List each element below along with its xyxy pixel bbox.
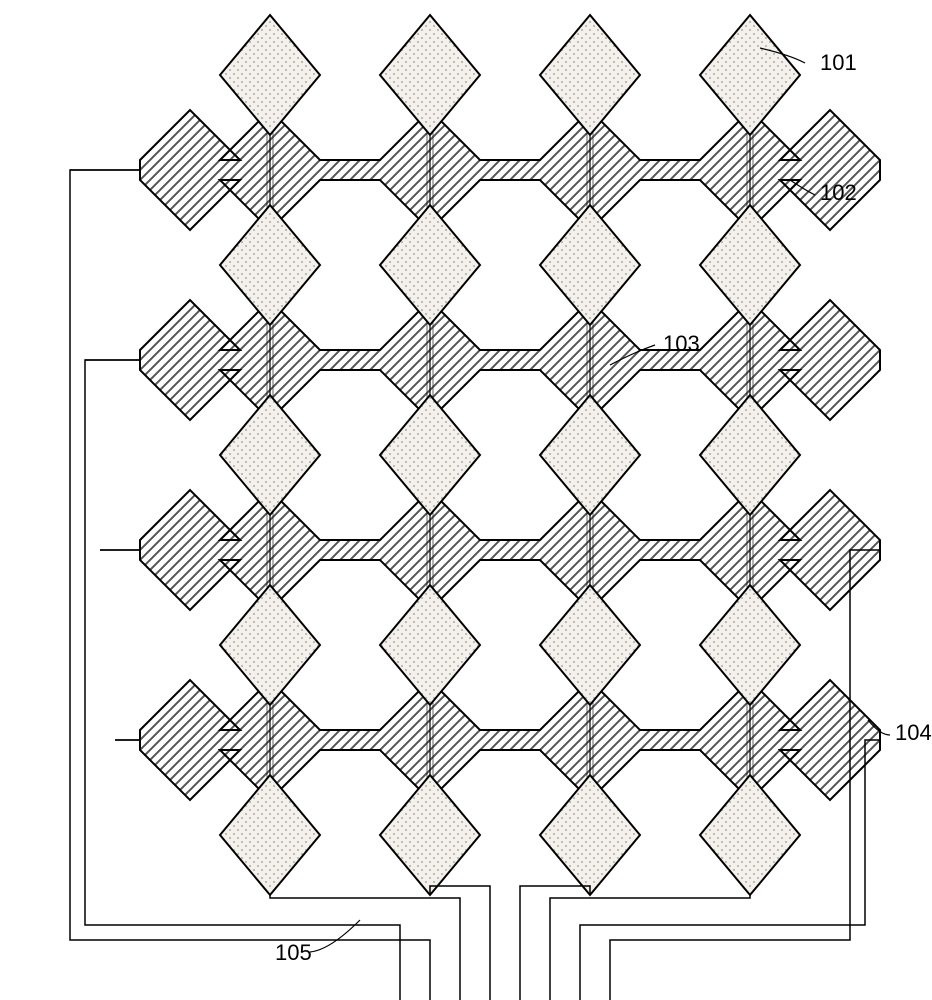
dotted-electrode xyxy=(220,395,320,515)
dotted-electrode xyxy=(220,585,320,705)
hatched-electrode-row xyxy=(140,680,880,800)
dotted-electrode xyxy=(380,15,480,135)
dotted-electrode xyxy=(700,205,800,325)
dotted-electrode xyxy=(540,585,640,705)
hatched-electrode-row xyxy=(140,300,880,420)
dotted-electrode xyxy=(220,205,320,325)
dotted-electrode xyxy=(380,205,480,325)
dotted-electrode xyxy=(700,585,800,705)
label-101: 101 xyxy=(820,50,857,75)
dotted-electrode xyxy=(220,15,320,135)
dotted-electrode xyxy=(380,585,480,705)
dotted-electrode xyxy=(380,395,480,515)
label-102: 102 xyxy=(820,180,857,205)
diagram-canvas: 101 102 103 104 105 xyxy=(0,0,932,1000)
label-104: 104 xyxy=(895,720,932,745)
label-103: 103 xyxy=(663,331,700,356)
dotted-electrode xyxy=(540,775,640,895)
hatched-electrode-row xyxy=(140,110,880,230)
dotted-electrode xyxy=(540,15,640,135)
dotted-electrode xyxy=(540,205,640,325)
dotted-electrode xyxy=(700,775,800,895)
hatched-electrode-row xyxy=(140,490,880,610)
label-105: 105 xyxy=(275,940,312,965)
dotted-electrode xyxy=(540,395,640,515)
dotted-electrode xyxy=(380,775,480,895)
dotted-electrode xyxy=(700,395,800,515)
dotted-electrode xyxy=(700,15,800,135)
dotted-electrode xyxy=(220,775,320,895)
